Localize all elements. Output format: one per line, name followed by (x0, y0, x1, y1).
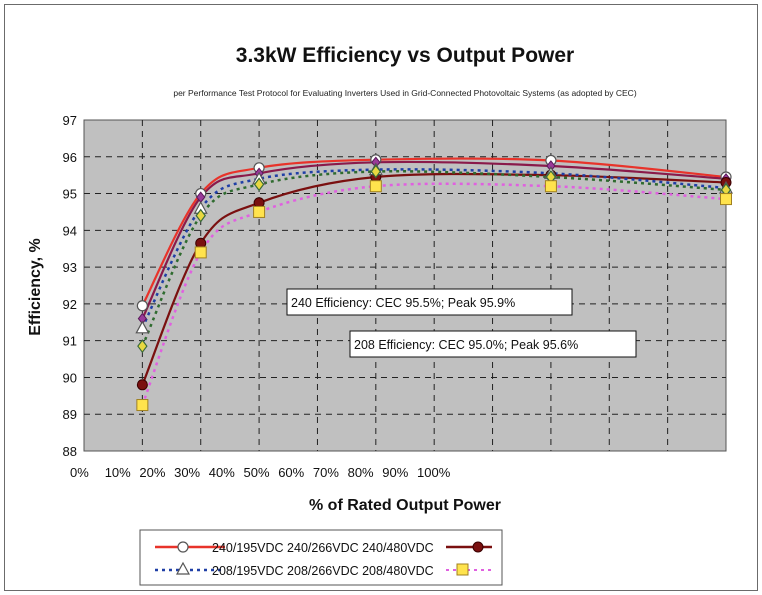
x-tick-labels: 0% 10% 20% 30% 40% 50% 60% 70% 80% 90% 100% (70, 465, 451, 480)
legend-marker-208-480 (456, 563, 469, 576)
y-tick-label: 90 (63, 370, 77, 385)
chart-subtitle: per Performance Test Protocol for Evalua… (173, 88, 636, 98)
chart-title: 3.3kW Efficiency vs Output Power (236, 44, 574, 67)
x-tick-label: 90% (382, 465, 408, 480)
annotation-240: 240 Efficiency: CEC 95.5%; Peak 95.9% (286, 288, 573, 316)
x-tick-label: 20% (139, 465, 165, 480)
annotation-208-text: 208 Efficiency: CEC 95.0%; Peak 95.6% (354, 338, 578, 352)
y-tick-label: 89 (63, 407, 77, 422)
series-6-point (194, 246, 207, 259)
legend: 240/195VDC 240/266VDC 240/480VDC 208/195… (139, 529, 503, 586)
legend-marker-208-195 (175, 561, 191, 575)
annotation-208: 208 Efficiency: CEC 95.0%; Peak 95.6% (349, 330, 637, 358)
series-5-point (253, 177, 265, 192)
series-1-point (136, 300, 148, 312)
series-lines (135, 154, 734, 412)
y-tick-label: 93 (63, 260, 77, 275)
legend-marker-240-480 (472, 541, 484, 553)
y-tick-label: 96 (63, 150, 77, 165)
legend-row-208: 208/195VDC 208/266VDC 208/480VDC (212, 564, 434, 578)
x-tick-label: 40% (209, 465, 235, 480)
x-tick-label: 100% (417, 465, 451, 480)
annotation-240-text: 240 Efficiency: CEC 95.5%; Peak 95.9% (291, 296, 515, 310)
x-tick-label: 80% (348, 465, 374, 480)
x-tick-label: 70% (313, 465, 339, 480)
y-tick-label: 92 (63, 297, 77, 312)
y-axis-label: Efficiency, % (27, 238, 44, 336)
x-tick-label: 10% (105, 465, 131, 480)
x-tick-label: 30% (174, 465, 200, 480)
series-3-point (136, 379, 148, 391)
legend-row-240: 240/195VDC 240/266VDC 240/480VDC (212, 541, 434, 555)
x-tick-label: 50% (244, 465, 270, 480)
y-tick-label: 91 (63, 334, 77, 349)
series-line-3 (141, 172, 727, 386)
y-tick-label: 94 (63, 223, 77, 238)
series-5-point (137, 339, 148, 354)
y-tick-label: 95 (63, 187, 77, 202)
series-5-point (195, 208, 206, 223)
series-6-point (544, 180, 557, 193)
y-tick-label: 97 (63, 113, 77, 128)
series-5-point (370, 164, 382, 179)
legend-marker-240-195 (177, 541, 189, 553)
series-line-2 (141, 160, 727, 320)
series-line-1 (141, 157, 727, 307)
series-6-point (369, 180, 382, 193)
legend-box (139, 529, 503, 586)
series-6-point (136, 399, 149, 412)
x-axis-label: % of Rated Output Power (309, 497, 501, 514)
x-tick-label: 0% (70, 465, 89, 480)
series-6-point (253, 205, 266, 218)
y-tick-label: 88 (63, 444, 77, 459)
series-line-6 (141, 182, 727, 406)
x-tick-label: 60% (278, 465, 304, 480)
series-line-4 (141, 168, 727, 329)
series-6-point (720, 193, 732, 206)
y-tick-labels: 88 89 90 91 92 93 94 95 96 97 (63, 113, 77, 459)
series-4-point (135, 320, 150, 334)
